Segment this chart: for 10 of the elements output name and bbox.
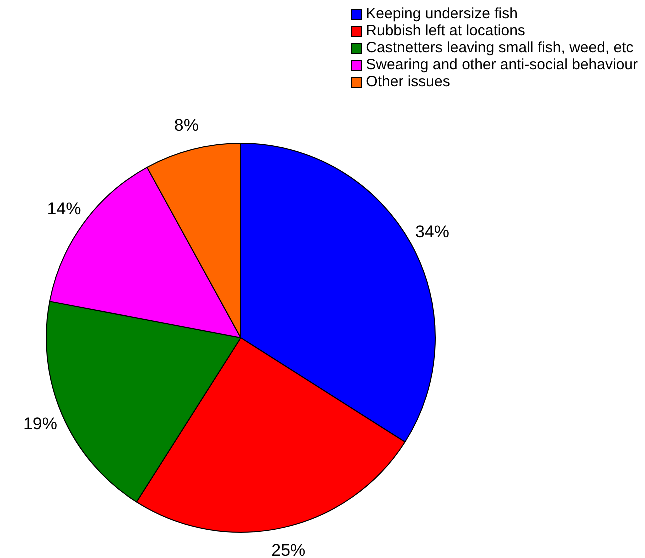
legend-label: Castnetters leaving small fish, weed, etc [366,40,634,57]
data-label: 25% [272,540,306,558]
data-label: 19% [23,414,58,434]
data-label: 34% [415,222,450,242]
legend-label: Keeping undersize fish [366,6,518,23]
data-label: 14% [47,199,82,218]
legend-label: Other issues [366,74,450,91]
legend-label: Rubbish left at locations [366,22,526,40]
legend-label: Swearing and other anti-social behaviour [366,56,638,74]
data-label: 8% [174,116,199,136]
